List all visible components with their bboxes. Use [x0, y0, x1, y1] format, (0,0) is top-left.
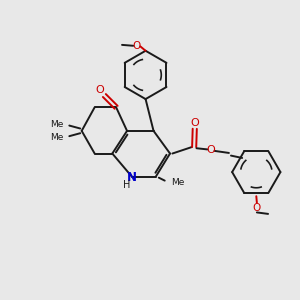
Text: O: O: [253, 203, 261, 213]
Text: Me: Me: [171, 178, 184, 187]
Text: Me: Me: [50, 120, 63, 129]
Text: O: O: [190, 118, 199, 128]
Text: O: O: [96, 85, 105, 95]
Text: Me: Me: [50, 133, 63, 142]
Text: N: N: [127, 171, 137, 184]
Text: H: H: [123, 180, 130, 190]
Text: O: O: [133, 41, 141, 51]
Text: O: O: [207, 145, 215, 155]
